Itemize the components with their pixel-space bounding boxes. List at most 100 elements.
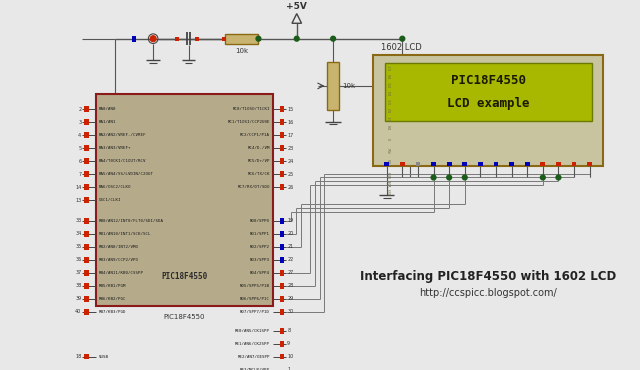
Text: 29: 29 [287,296,293,302]
Text: 17: 17 [287,132,293,138]
Text: 18: 18 [75,354,81,359]
Text: RD7/SPP7/P1D: RD7/SPP7/P1D [240,310,270,314]
Bar [84,145,89,151]
Text: 25: 25 [287,172,293,176]
Bar [84,257,89,263]
Bar [84,106,89,112]
Text: RB7/KB3/PGD: RB7/KB3/PGD [99,310,126,314]
Text: RD3/SPP3: RD3/SPP3 [250,258,270,262]
Circle shape [294,36,299,41]
Circle shape [256,36,261,41]
Bar [280,283,284,289]
Bar [280,145,284,151]
Text: RD1/SPP1: RD1/SPP1 [250,232,270,236]
Bar [84,231,89,237]
Bar [540,162,545,166]
Text: RB6/KB2/PGC: RB6/KB2/PGC [99,297,126,301]
Text: RA5/AN4/SS/LVDIN/C2OUT: RA5/AN4/SS/LVDIN/C2OUT [99,172,154,176]
Text: RC5/D+/VP: RC5/D+/VP [248,159,270,163]
Text: +5V: +5V [286,2,307,11]
Bar [280,218,284,224]
Text: RD0/SPP0: RD0/SPP0 [250,219,270,223]
Bar [493,162,499,166]
Text: RD2/SPP2: RD2/SPP2 [250,245,270,249]
Text: 1602 LCD: 1602 LCD [381,43,422,52]
Text: RD4/SPP4: RD4/SPP4 [250,271,270,275]
Text: RB4/AN11/KB0/CSSPP: RB4/AN11/KB0/CSSPP [99,271,143,275]
Bar [84,244,89,250]
Text: VSS VDE VES    RS   RW    E    D0  D1  D2  D3  D4  D5  D6  D7: VSS VDE VES RS RW E D0 D1 D2 D3 D4 D5 D6… [388,65,392,195]
Text: 24: 24 [287,159,293,164]
Text: RA4/T0CKI/C1OUT/RCV: RA4/T0CKI/C1OUT/RCV [99,159,146,163]
Text: 5: 5 [78,145,81,151]
Bar [280,257,284,263]
Bar [84,283,89,289]
Bar [280,231,284,237]
Bar [385,63,591,121]
Bar [84,296,89,302]
Bar [175,37,179,41]
Bar [84,132,89,138]
Text: RC2/CCP1/P1A: RC2/CCP1/P1A [240,133,270,137]
Text: PIC18F4550: PIC18F4550 [161,272,207,281]
Text: 35: 35 [75,244,81,249]
Text: 27: 27 [287,270,293,275]
Text: 14: 14 [75,185,81,189]
Text: RE1/AN6/CK2SPP: RE1/AN6/CK2SPP [235,342,270,346]
Text: RA3/AN3/VREF+: RA3/AN3/VREF+ [99,146,131,150]
Bar [280,158,284,164]
Text: 26: 26 [287,185,293,189]
Text: 21: 21 [287,244,293,249]
Text: RB3/AN9/CCP2/VPO: RB3/AN9/CCP2/VPO [99,258,139,262]
Circle shape [556,175,561,180]
Bar [257,37,261,41]
Bar [478,162,483,166]
Text: 40: 40 [75,309,81,314]
Circle shape [400,36,404,41]
Bar [195,37,199,41]
Bar [525,162,530,166]
Text: 4: 4 [78,132,81,138]
Text: 7: 7 [78,172,81,176]
Circle shape [431,175,436,180]
Circle shape [462,175,467,180]
Text: 15: 15 [287,107,293,111]
Text: 36: 36 [75,258,81,262]
Text: PIC18F4550: PIC18F4550 [163,314,205,320]
Bar [84,197,89,203]
Bar [84,309,89,315]
Bar [556,162,561,166]
Bar [280,106,284,112]
Text: RA2/AN2/VREF-/CVREF: RA2/AN2/VREF-/CVREF [99,133,146,137]
Text: 22: 22 [287,258,293,262]
Bar [280,309,284,315]
Text: 38: 38 [75,283,81,288]
Bar [225,34,259,44]
Bar [84,171,89,177]
Circle shape [540,175,545,180]
Text: OSC1/CLKI: OSC1/CLKI [99,198,121,202]
Bar [84,184,89,190]
Text: RE2/AN7/OESPP: RE2/AN7/OESPP [237,355,270,359]
Text: 20: 20 [287,231,293,236]
Text: LCD example: LCD example [447,97,529,110]
Bar [431,162,436,166]
Bar [373,55,603,166]
Text: 2: 2 [78,107,81,111]
Bar [280,354,284,360]
Text: RC1/T1OSI/CCP2U0E: RC1/T1OSI/CCP2U0E [227,120,270,124]
Text: 1: 1 [287,367,291,370]
Bar [588,162,592,166]
Bar [400,162,404,166]
Text: 3: 3 [78,120,81,125]
Text: 6: 6 [78,159,81,164]
Bar [280,132,284,138]
Text: 19: 19 [287,218,293,223]
Bar [280,184,284,190]
Text: Interfacing PIC18F4550 with 1602 LCD: Interfacing PIC18F4550 with 1602 LCD [360,270,616,283]
Text: RD6/SPP6/P1C: RD6/SPP6/P1C [240,297,270,301]
Bar [447,162,452,166]
Bar [84,354,89,360]
Text: RC4/D-/VM: RC4/D-/VM [248,146,270,150]
Bar [280,367,284,370]
